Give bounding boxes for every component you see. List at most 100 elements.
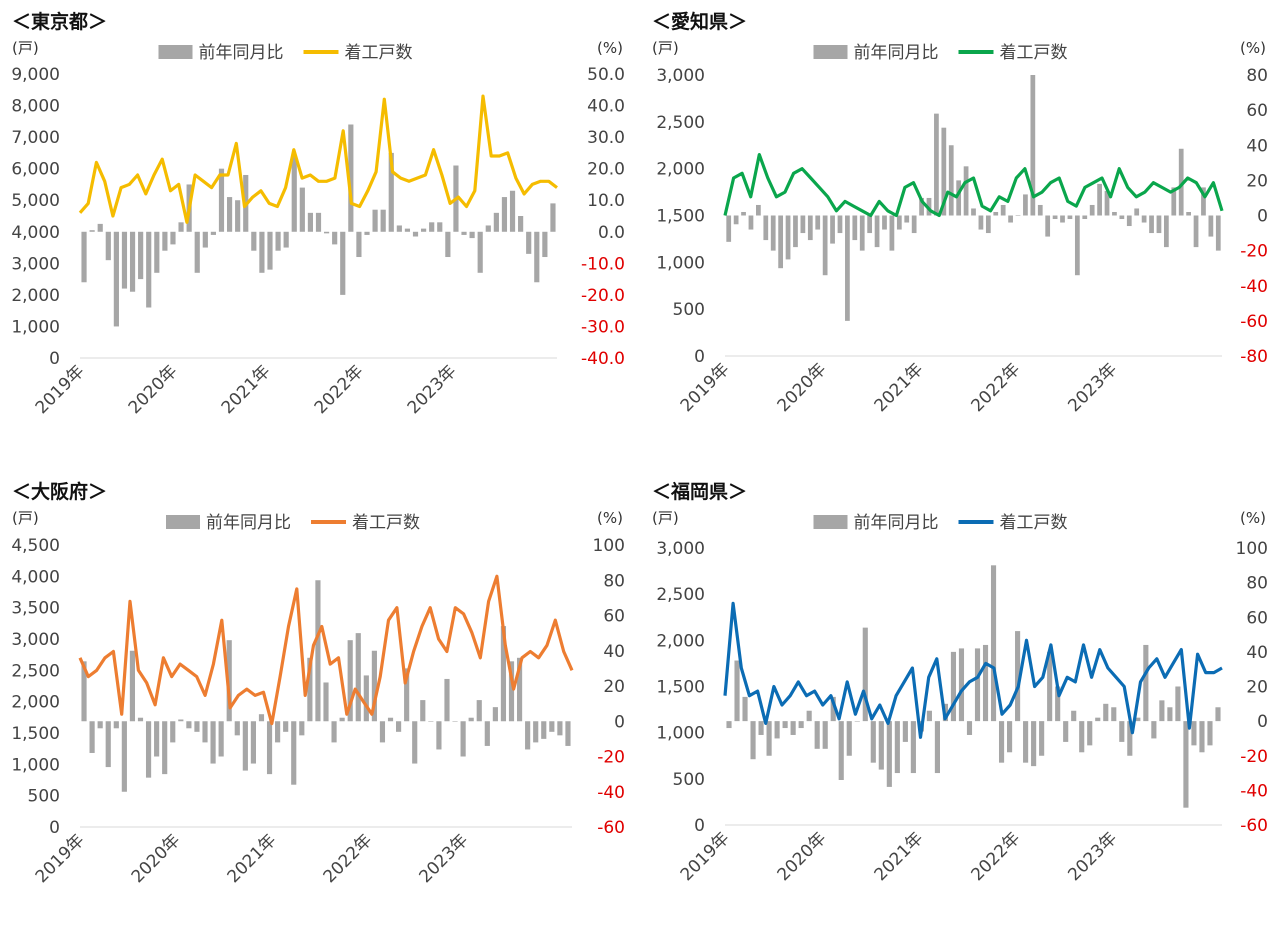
- bar: [363, 675, 369, 722]
- bar: [1104, 190, 1110, 216]
- chart-panel-fukuoka: ＜福岡県＞ (戸) (%) 前年同月比 着工戸数 3,000 2,500 2,000 1,500…: [640, 470, 1279, 940]
- bar: [790, 721, 796, 735]
- bar: [518, 216, 524, 232]
- bar: [1095, 717, 1101, 722]
- bar: [81, 231, 87, 283]
- bar: [259, 231, 265, 273]
- bar: [1186, 211, 1191, 216]
- chart-panel-tokyo: ＜東京都＞ (戸) (%) 前年同月比 着工戸数 9,000 8,000 7,000 6,000…: [0, 0, 640, 470]
- bar: [154, 721, 160, 757]
- right-tick-label: -40: [1240, 781, 1268, 801]
- right-tick-label: 60: [603, 607, 625, 627]
- right-tick-label: 0.0: [598, 223, 625, 243]
- bar: [770, 215, 776, 251]
- bar: [854, 721, 860, 722]
- x-tick-label: 2020年: [128, 830, 185, 887]
- bar: [436, 721, 442, 750]
- left-tick-label: 4,000: [11, 567, 60, 587]
- bar: [1193, 215, 1199, 248]
- bar: [1135, 717, 1141, 722]
- bar: [1063, 721, 1069, 742]
- bar: [218, 168, 225, 232]
- right-tick-label: 0: [614, 712, 625, 732]
- bar: [492, 707, 498, 722]
- x-tick-label: 2019年: [32, 830, 89, 887]
- bar: [315, 580, 321, 722]
- legend-line-label: 着工戸数: [1000, 43, 1068, 63]
- left-tick-label: 2,000: [656, 160, 705, 180]
- line-series: [723, 153, 1224, 218]
- left-tick-label: 0: [49, 349, 60, 369]
- left-tick-label: 500: [28, 787, 60, 807]
- bar: [1208, 215, 1214, 237]
- bar: [307, 212, 314, 232]
- bar: [267, 231, 273, 270]
- bar: [846, 721, 852, 756]
- bar: [1023, 194, 1028, 216]
- left-axis-unit: (戸): [652, 509, 679, 527]
- left-tick-label: 4,500: [11, 536, 60, 556]
- bar: [234, 721, 240, 736]
- bar: [1089, 204, 1095, 216]
- chart-svg: ＜東京都＞ (戸) (%) 前年同月比 着工戸数 9,000 8,000 7,000 6,000…: [11, 10, 625, 418]
- bar: [1082, 215, 1088, 220]
- legend-bar-swatch: [158, 45, 193, 59]
- bar: [380, 209, 386, 232]
- bar: [113, 721, 119, 729]
- bar: [557, 721, 563, 736]
- bar: [323, 231, 330, 234]
- bar: [742, 696, 748, 722]
- bar: [542, 231, 548, 258]
- right-tick-label: -20: [1240, 747, 1268, 767]
- bar: [323, 682, 329, 722]
- bar: [145, 721, 152, 778]
- legend-bar-label: 前年同月比: [854, 43, 939, 63]
- x-tick-label: 2023年: [1064, 828, 1121, 885]
- legend-bar-swatch: [813, 515, 848, 529]
- right-tick-label: 20: [1246, 678, 1268, 698]
- bar: [235, 200, 241, 232]
- bar: [396, 225, 402, 232]
- bar: [934, 721, 940, 774]
- bar: [1134, 208, 1140, 216]
- bar: [516, 657, 523, 722]
- right-tick-label: 80: [1246, 574, 1268, 594]
- bar: [371, 650, 377, 722]
- right-tick-label: -20.0: [581, 286, 625, 306]
- bar: [485, 225, 491, 232]
- bar: [1199, 721, 1205, 753]
- left-tick-label: 5,000: [11, 191, 60, 211]
- left-axis-unit: (戸): [12, 39, 39, 57]
- right-tick-label: -40.0: [581, 349, 625, 369]
- bar: [766, 721, 772, 756]
- right-axis-unit: (%): [597, 509, 623, 527]
- bar: [461, 231, 467, 235]
- bar: [934, 113, 939, 216]
- bar: [275, 231, 281, 251]
- bar: [275, 721, 281, 743]
- bar: [971, 208, 976, 216]
- bar: [194, 231, 200, 273]
- bar: [355, 633, 361, 722]
- bar: [1126, 215, 1132, 227]
- bar: [748, 215, 754, 230]
- bar: [822, 215, 828, 276]
- bar: [1060, 215, 1065, 223]
- bar: [549, 721, 555, 732]
- bar: [1149, 215, 1154, 234]
- bar: [982, 644, 989, 722]
- bar: [1097, 183, 1102, 216]
- chart-svg: ＜愛知県＞ (戸) (%) 前年同月比 着工戸数 3,000 2,500 2,000 1,500…: [652, 10, 1268, 416]
- x-tick-label: 2020年: [774, 828, 831, 885]
- bar: [291, 156, 297, 232]
- bar: [121, 231, 128, 289]
- bar: [822, 721, 828, 749]
- right-tick-label: 40: [603, 642, 625, 662]
- right-tick-label: 50.0: [587, 65, 625, 85]
- bar: [242, 721, 248, 771]
- chart-title: ＜東京都＞: [12, 10, 107, 33]
- bar: [845, 215, 850, 321]
- x-tick-label: 2022年: [311, 361, 368, 418]
- bar: [1071, 710, 1077, 722]
- bar: [726, 215, 732, 242]
